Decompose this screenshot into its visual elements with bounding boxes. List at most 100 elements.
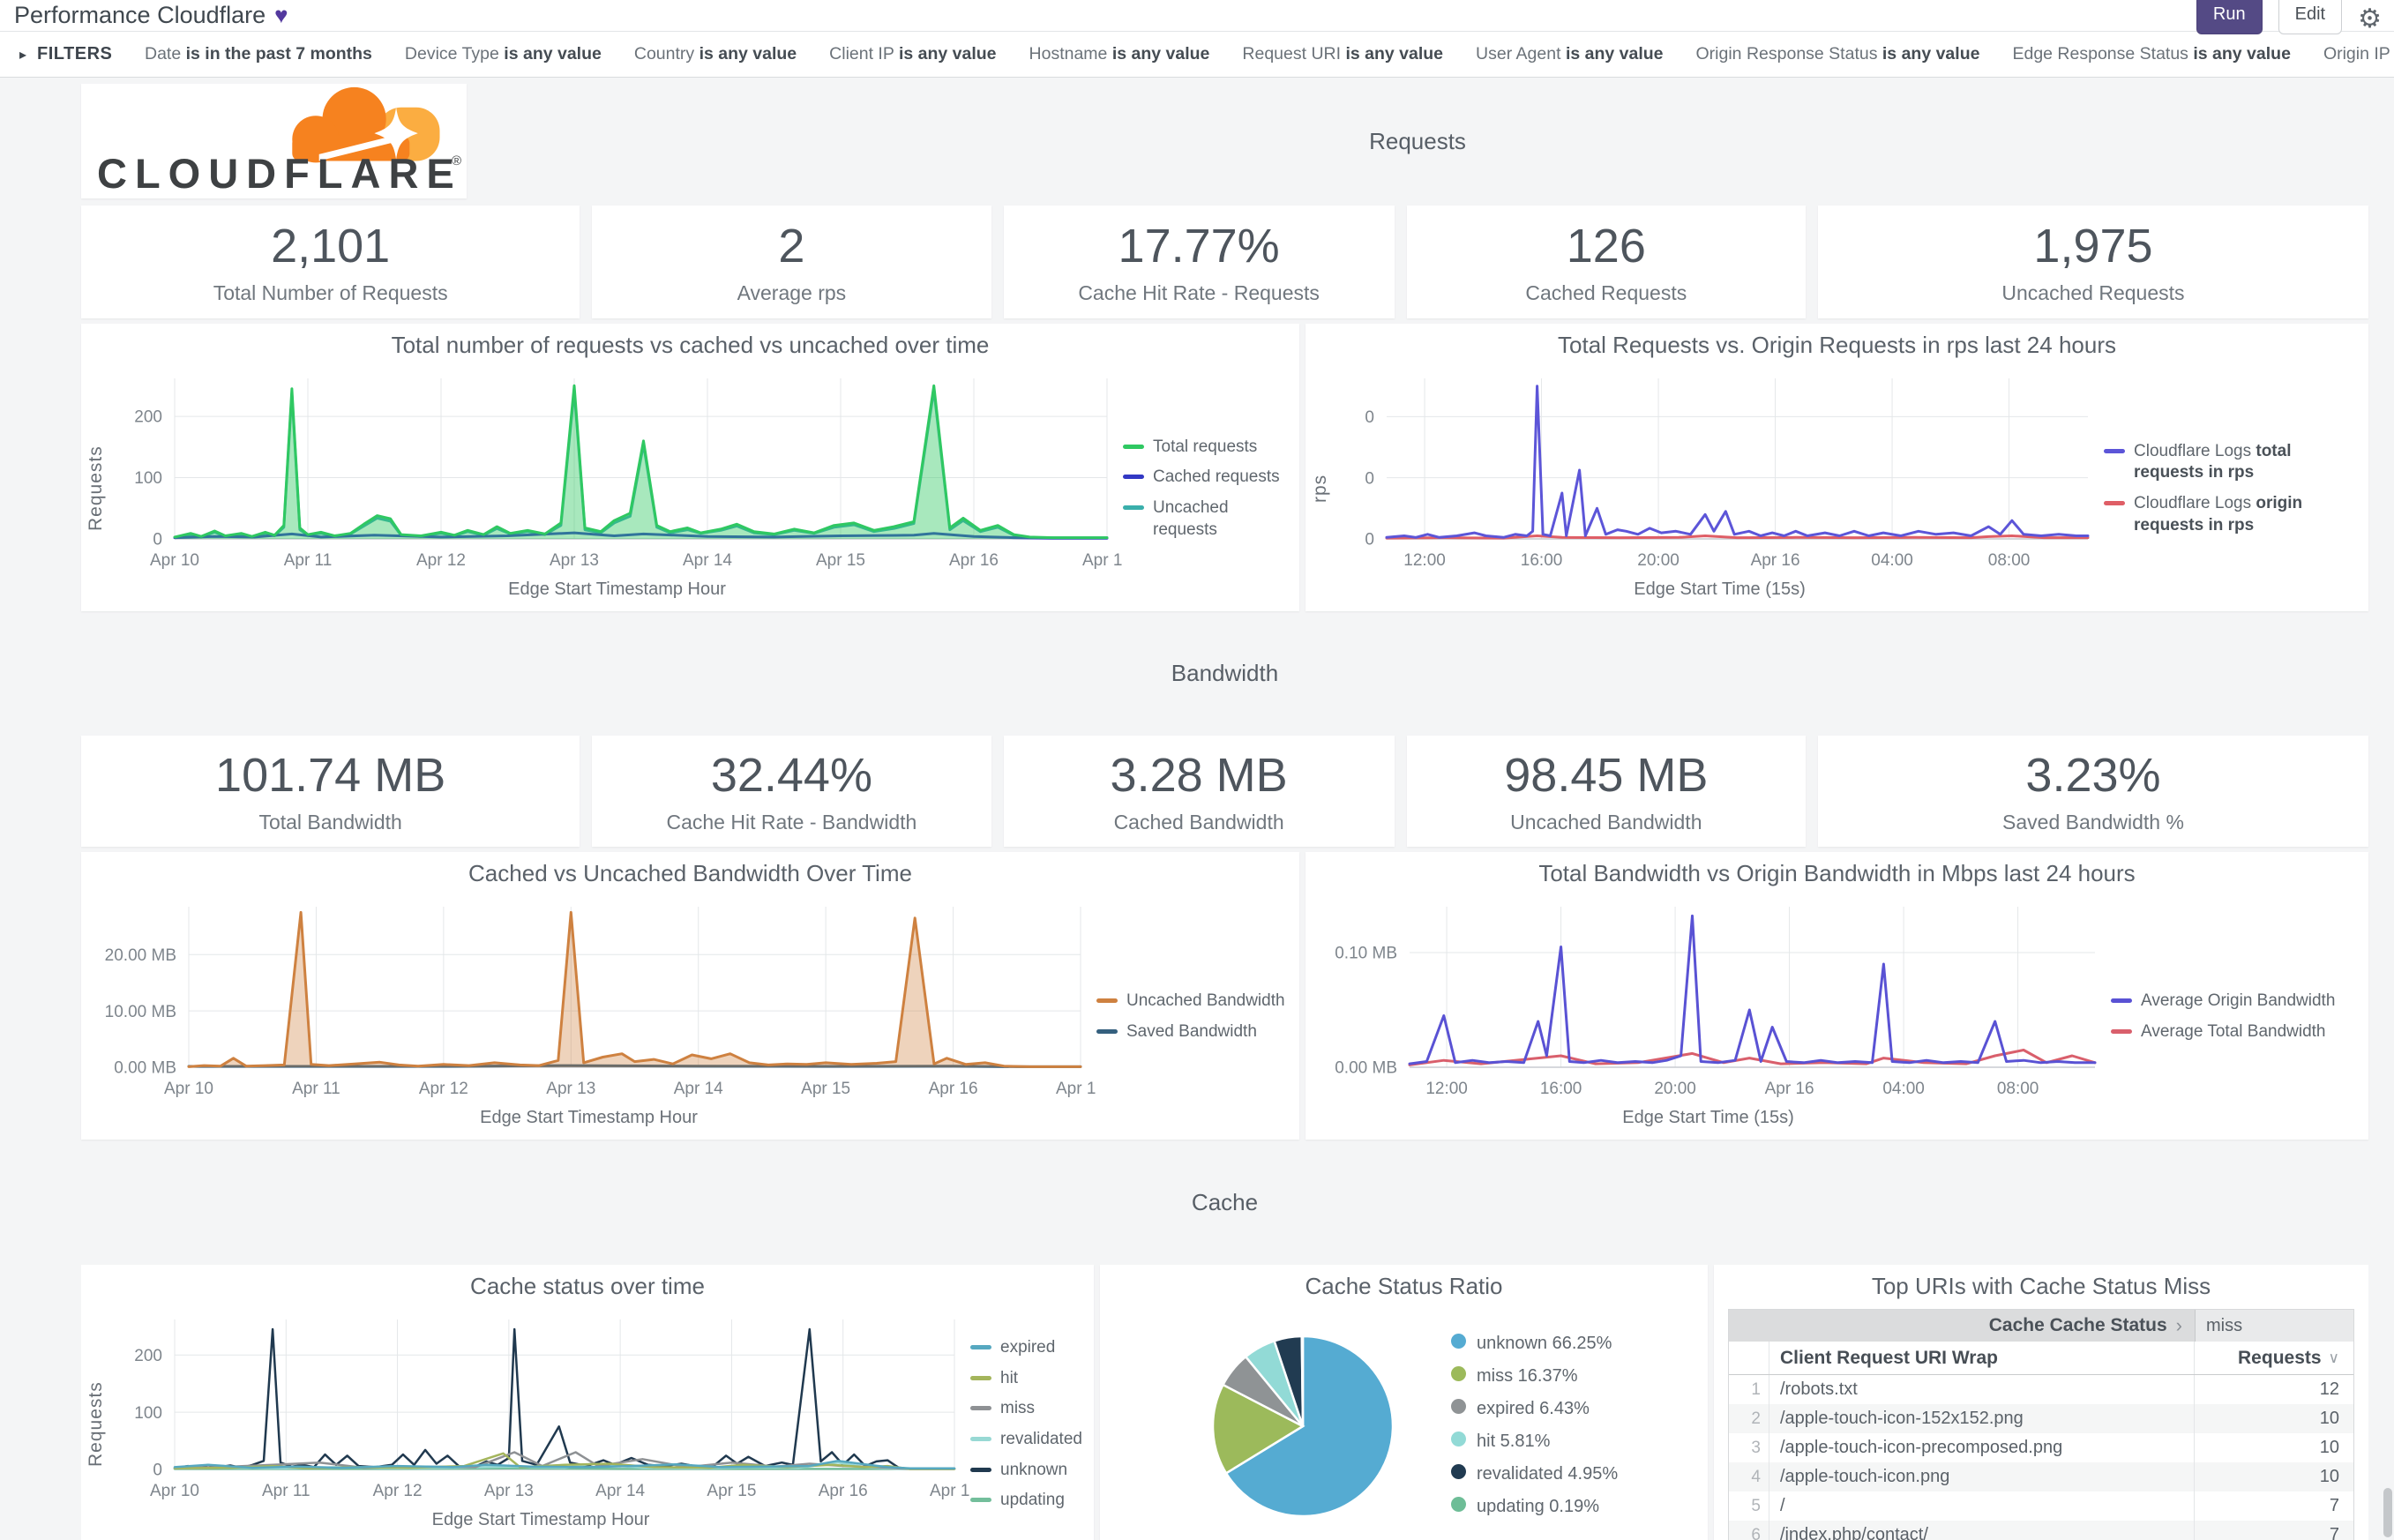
pivot-label-cell[interactable]: Cache Cache Status ›: [1729, 1310, 2195, 1342]
legend-label: expired: [1000, 1337, 1056, 1357]
requests_over_time-plot[interactable]: 0 100 200 Apr 10 Apr 11 Apr 12 Apr 13 Apr 14 Apr…: [111, 366, 1132, 579]
legend-item-saved-bandwidth: Saved Bandwidth: [1096, 1021, 1292, 1043]
filter-condition-label: is any value: [2193, 44, 2291, 64]
plot-column: 0 100 200 Apr 10 Apr 11 Apr 12 Apr 13 Apr 14 Apr…: [111, 1307, 979, 1540]
logo-wordmark: CLOUDFLARE: [97, 150, 462, 197]
svg-text:Apr 10: Apr 10: [150, 1482, 199, 1500]
legend-item-uncached-bandwidth: Uncached Bandwidth: [1096, 991, 1292, 1013]
legend-label: Cloudflare Logs origin requests in rps: [2134, 494, 2303, 535]
run-button[interactable]: Run: [2196, 0, 2263, 34]
chart-title: Cache status over time: [470, 1272, 705, 1299]
filter-condition-label: is any value: [1565, 44, 1664, 64]
filter-chip-country[interactable]: Country is any value: [634, 44, 797, 64]
row-number-header: [1729, 1342, 1769, 1374]
filter-chip-request-uri[interactable]: Request URI is any value: [1242, 44, 1443, 64]
requests-kpi-row: 2,101 Total Number of Requests 2 Average rp…: [81, 206, 2369, 318]
series-area-uncached-bandwidth: [189, 912, 1081, 1067]
chart-title: Cached vs Uncached Bandwidth Over Time: [468, 859, 912, 886]
pie-slice-updating[interactable]: [1300, 1334, 1305, 1427]
tick-labels: 0 100 200 Apr 10 Apr 11 Apr 12 Apr 13 Apr 14 Apr…: [134, 408, 1132, 570]
filter-chip-edge-response-status[interactable]: Edge Response Status is any value: [2012, 44, 2290, 64]
table-row[interactable]: 5/ 7: [1729, 1491, 2353, 1521]
svg-text:0: 0: [153, 531, 162, 549]
svg-text:200: 200: [134, 408, 162, 427]
table-row[interactable]: 4/apple-touch-icon.png 10: [1729, 1462, 2353, 1491]
bandwidth_over_time-plot[interactable]: 0.00 MB 10.00 MB 20.00 MB Apr 10 Apr 11 Apr 1…: [81, 894, 1105, 1108]
filter-chip-client-ip[interactable]: Client IP is any value: [829, 44, 996, 64]
legend: Uncached Bandwidth Saved Bandwidth: [1096, 894, 1299, 1140]
section-heading-requests: Requests: [1369, 127, 1466, 154]
cell-uri: /apple-touch-icon.png: [1769, 1462, 2195, 1491]
filter-field-label: Origin Response Status: [1695, 44, 1878, 64]
expand-triangle-icon: ▸: [19, 47, 27, 63]
legend-dot: [1451, 1333, 1466, 1349]
svg-text:Apr 16: Apr 16: [929, 1080, 978, 1098]
legend-label: expired 6.43%: [1477, 1398, 1590, 1418]
filter-chip-origin-ip[interactable]: Origin IP is any value: [2323, 44, 2394, 64]
requests-heading-area: Requests: [467, 84, 2368, 198]
legend-swatch: [2111, 998, 2132, 1004]
filter-condition-label: is any value: [1345, 44, 1444, 64]
filter-chip-user-agent[interactable]: User Agent is any value: [1476, 44, 1663, 64]
filter-chip-hostname[interactable]: Hostname is any value: [1029, 44, 1210, 64]
kpi-value: 2: [778, 220, 805, 273]
cell-requests: 10: [2319, 1409, 2339, 1428]
legend-item-hit: hit: [970, 1368, 1087, 1390]
edit-button[interactable]: Edit: [2278, 0, 2343, 34]
cell-requests: 7: [2329, 1496, 2339, 1515]
column-header-requests[interactable]: Requests ∨: [2195, 1342, 2353, 1374]
kpi-value: 32.44%: [710, 749, 872, 803]
panel-requests-over-time: Total number of requests vs cached vs un…: [81, 324, 1299, 611]
legend-dot: [1451, 1365, 1466, 1381]
svg-text:Apr 16: Apr 16: [1765, 1080, 1814, 1098]
kpi-label: Uncached Requests: [2001, 280, 2185, 304]
cell-uri: /apple-touch-icon-precomposed.png: [1769, 1433, 2195, 1462]
legend-label: revalidated 4.95%: [1477, 1463, 1619, 1484]
gear-icon[interactable]: ⚙: [2358, 4, 2382, 34]
requests-chart-row: Total number of requests vs cached vs un…: [81, 324, 2368, 611]
cache_status_over_time-plot[interactable]: 0 100 200 Apr 10 Apr 11 Apr 12 Apr 13 Apr 14 Apr…: [111, 1307, 979, 1510]
kpi-label: Cached Bandwidth: [1113, 810, 1284, 834]
chart-body: 0.00 MB 10.00 MB 20.00 MB Apr 10 Apr 11 Apr 1…: [81, 894, 1299, 1140]
vertical-scrollbar-thumb[interactable]: [2383, 1488, 2392, 1537]
table-row[interactable]: 2/apple-touch-icon-152x152.png 10: [1729, 1404, 2353, 1433]
row-number: 3: [1729, 1433, 1769, 1462]
pie-slice-unknown[interactable]: [1224, 1334, 1395, 1518]
row-number: 5: [1729, 1491, 1769, 1521]
filter-condition-label: is any value: [699, 44, 797, 64]
column-header-uri[interactable]: Client Request URI Wrap: [1769, 1342, 2195, 1374]
x-axis-title: Edge Start Timestamp Hour: [508, 579, 726, 599]
kpi-value: 1,975: [2033, 220, 2153, 273]
filters-toggle[interactable]: ▸ FILTERS: [19, 44, 145, 64]
kpi-value: 98.45 MB: [1504, 749, 1709, 803]
legend-label: Cloudflare Logs total requests in rps: [2134, 441, 2292, 482]
cloudflare-logo: CLOUDFLARE ®: [97, 86, 462, 197]
legend-label: updating 0.19%: [1477, 1496, 1600, 1516]
table-row[interactable]: 1/robots.txt 12: [1729, 1375, 2353, 1404]
requests_rps_24h-plot[interactable]: 0 0 0 12:00 16:00 20:00 Apr 16 04:00 08:00: [1335, 366, 2104, 579]
filter-chip-origin-response-status[interactable]: Origin Response Status is any value: [1696, 44, 1980, 64]
panel-bandwidth-over-time: Cached vs Uncached Bandwidth Over Time 0.…: [81, 852, 1299, 1140]
kpi-label: Cache Hit Rate - Bandwidth: [666, 810, 917, 834]
pie-chart[interactable]: [1204, 1319, 1409, 1530]
filter-condition-label: is any value: [898, 44, 997, 64]
plot-area: 0.00 MB 0.10 MB 12:00 16:00 20:00 Apr 16 04:00…: [1305, 894, 2111, 1108]
table-row[interactable]: 6/index.php/contact/7: [1729, 1521, 2353, 1540]
bandwidth_24h-plot[interactable]: 0.00 MB 0.10 MB 12:00 16:00 20:00 Apr 16 04:00…: [1305, 894, 2111, 1108]
svg-text:0: 0: [1365, 408, 1374, 427]
section-heading-bandwidth: Bandwidth: [1171, 660, 1279, 686]
filter-field-label: User Agent: [1476, 44, 1561, 64]
filter-chip-date[interactable]: Date is in the past 7 months: [145, 44, 372, 64]
legend: expired hit miss revalidated unknown updating: [970, 1307, 1094, 1540]
svg-text:Apr 16: Apr 16: [1751, 551, 1800, 570]
filter-chip-device-type[interactable]: Device Type is any value: [405, 44, 602, 64]
legend-swatch: [2111, 1029, 2132, 1034]
legend-label: unknown: [1000, 1460, 1068, 1479]
table-row[interactable]: 3/apple-touch-icon-precomposed.png 10: [1729, 1433, 2353, 1462]
y-axis-title: Requests: [86, 445, 106, 532]
series-line-average-origin-bandwidth: [1408, 914, 2097, 1065]
svg-text:100: 100: [134, 1404, 162, 1423]
svg-text:Apr 10: Apr 10: [164, 1080, 213, 1098]
pie-slice-miss[interactable]: [1211, 1383, 1305, 1476]
svg-text:0.10 MB: 0.10 MB: [1335, 945, 1397, 963]
